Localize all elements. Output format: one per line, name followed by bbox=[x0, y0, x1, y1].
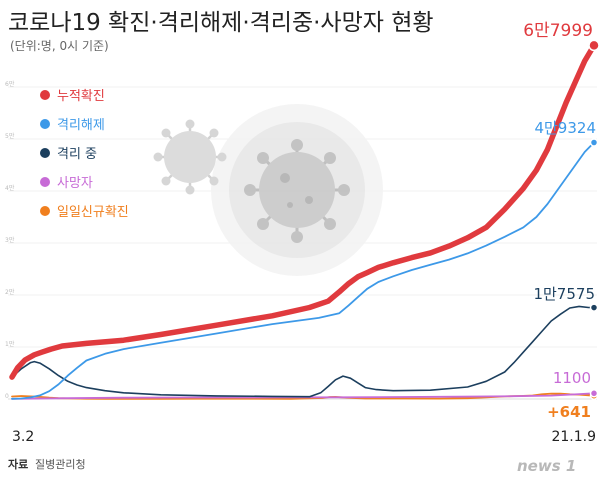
y-tick-label: 5만 bbox=[5, 132, 15, 140]
chart-title: 코로나19 확진·격리해제·격리중·사망자 현황 bbox=[8, 10, 434, 36]
virus-small-icon bbox=[153, 119, 227, 195]
y-tick-label: 4만 bbox=[5, 184, 15, 192]
legend-label: 일일신규확진 bbox=[57, 205, 129, 220]
legend: 누적확진 격리해제 격리 중 사망자 일일신규확진 bbox=[40, 89, 129, 220]
x-tick-end: 21.1.9 bbox=[551, 429, 596, 445]
virus-illustration bbox=[153, 104, 383, 276]
news1-logo: news 1 bbox=[517, 457, 576, 475]
deaths-end-label: 1100 bbox=[553, 369, 591, 387]
legend-label: 누적확진 bbox=[57, 89, 105, 104]
released-end-label: 4만9324 bbox=[534, 119, 596, 137]
legend-item: 누적확진 bbox=[40, 89, 105, 104]
source-label: 자료 bbox=[8, 457, 28, 471]
legend-label: 사망자 bbox=[57, 176, 93, 191]
source-name: 질병관리청 bbox=[35, 458, 86, 471]
confirmed-line bbox=[9, 42, 597, 380]
legend-item: 일일신규확진 bbox=[40, 205, 129, 220]
logo-text: news 1 bbox=[517, 457, 576, 475]
legend-dot bbox=[40, 148, 50, 158]
legend-dot bbox=[40, 119, 50, 129]
legend-item: 사망자 bbox=[40, 176, 93, 191]
y-tick-label: 3만 bbox=[5, 236, 15, 244]
isolated-end-label: 1만7575 bbox=[533, 285, 595, 303]
unit-note: (단위:명, 0시 기준) bbox=[10, 39, 109, 53]
series-layer bbox=[9, 39, 600, 400]
deaths-line bbox=[11, 392, 595, 400]
isolated-end-point bbox=[589, 303, 599, 312]
virus-large-icon bbox=[244, 139, 350, 243]
legend-label: 격리 중 bbox=[57, 147, 97, 162]
legend-label: 격리해제 bbox=[57, 118, 105, 133]
legend-dot bbox=[40, 177, 50, 187]
x-tick-start: 3.2 bbox=[12, 429, 34, 445]
legend-item: 격리 중 bbox=[40, 147, 97, 162]
legend-dot bbox=[40, 206, 50, 216]
confirmed-end-label: 6만7999 bbox=[523, 21, 593, 41]
deaths-end-point bbox=[589, 389, 599, 398]
released-end-point bbox=[589, 138, 599, 147]
y-tick-label: 6만 bbox=[5, 80, 15, 88]
legend-item: 격리해제 bbox=[40, 118, 105, 133]
released-line bbox=[11, 141, 595, 400]
y-tick-label: 2만 bbox=[5, 288, 15, 296]
y-tick-label: 0 bbox=[5, 393, 9, 400]
y-tick-label: 1만 bbox=[5, 340, 15, 348]
y-axis-labels: 6만 5만 4만 3만 2만 1만 0 bbox=[5, 80, 15, 400]
confirmed-end-point bbox=[588, 39, 600, 52]
daily-end-label: +641 bbox=[547, 403, 591, 421]
isolated-line bbox=[11, 305, 595, 398]
legend-dot bbox=[40, 90, 50, 100]
